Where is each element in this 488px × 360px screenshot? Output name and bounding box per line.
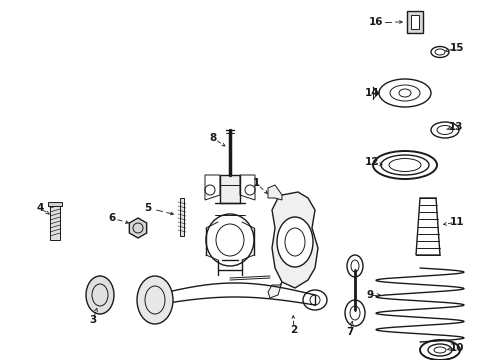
Bar [406, 11, 422, 33]
Text: 7: 7 [346, 327, 353, 337]
Text: 4: 4 [36, 203, 43, 213]
Text: 5: 5 [144, 203, 151, 213]
Bar [180, 198, 183, 236]
Text: 6: 6 [108, 213, 115, 223]
Text: 1: 1 [252, 178, 259, 188]
Polygon shape [267, 185, 282, 200]
Ellipse shape [137, 276, 173, 324]
Polygon shape [271, 192, 317, 288]
Bar [48, 202, 62, 206]
Text: 3: 3 [89, 315, 97, 325]
Bar [50, 204, 60, 240]
Text: 12: 12 [364, 157, 379, 167]
Bar [220, 175, 240, 203]
Polygon shape [267, 282, 282, 298]
Text: 8: 8 [209, 133, 216, 143]
Text: 9: 9 [366, 290, 373, 300]
Bar [410, 15, 418, 29]
Ellipse shape [86, 276, 114, 314]
Text: 11: 11 [449, 217, 463, 227]
Polygon shape [129, 218, 146, 238]
Ellipse shape [276, 217, 312, 267]
Text: 14: 14 [364, 88, 379, 98]
Text: 15: 15 [449, 43, 463, 53]
Text: 10: 10 [449, 343, 463, 353]
Text: 13: 13 [448, 122, 462, 132]
Text: 16: 16 [368, 17, 383, 27]
Text: 2: 2 [290, 325, 297, 335]
